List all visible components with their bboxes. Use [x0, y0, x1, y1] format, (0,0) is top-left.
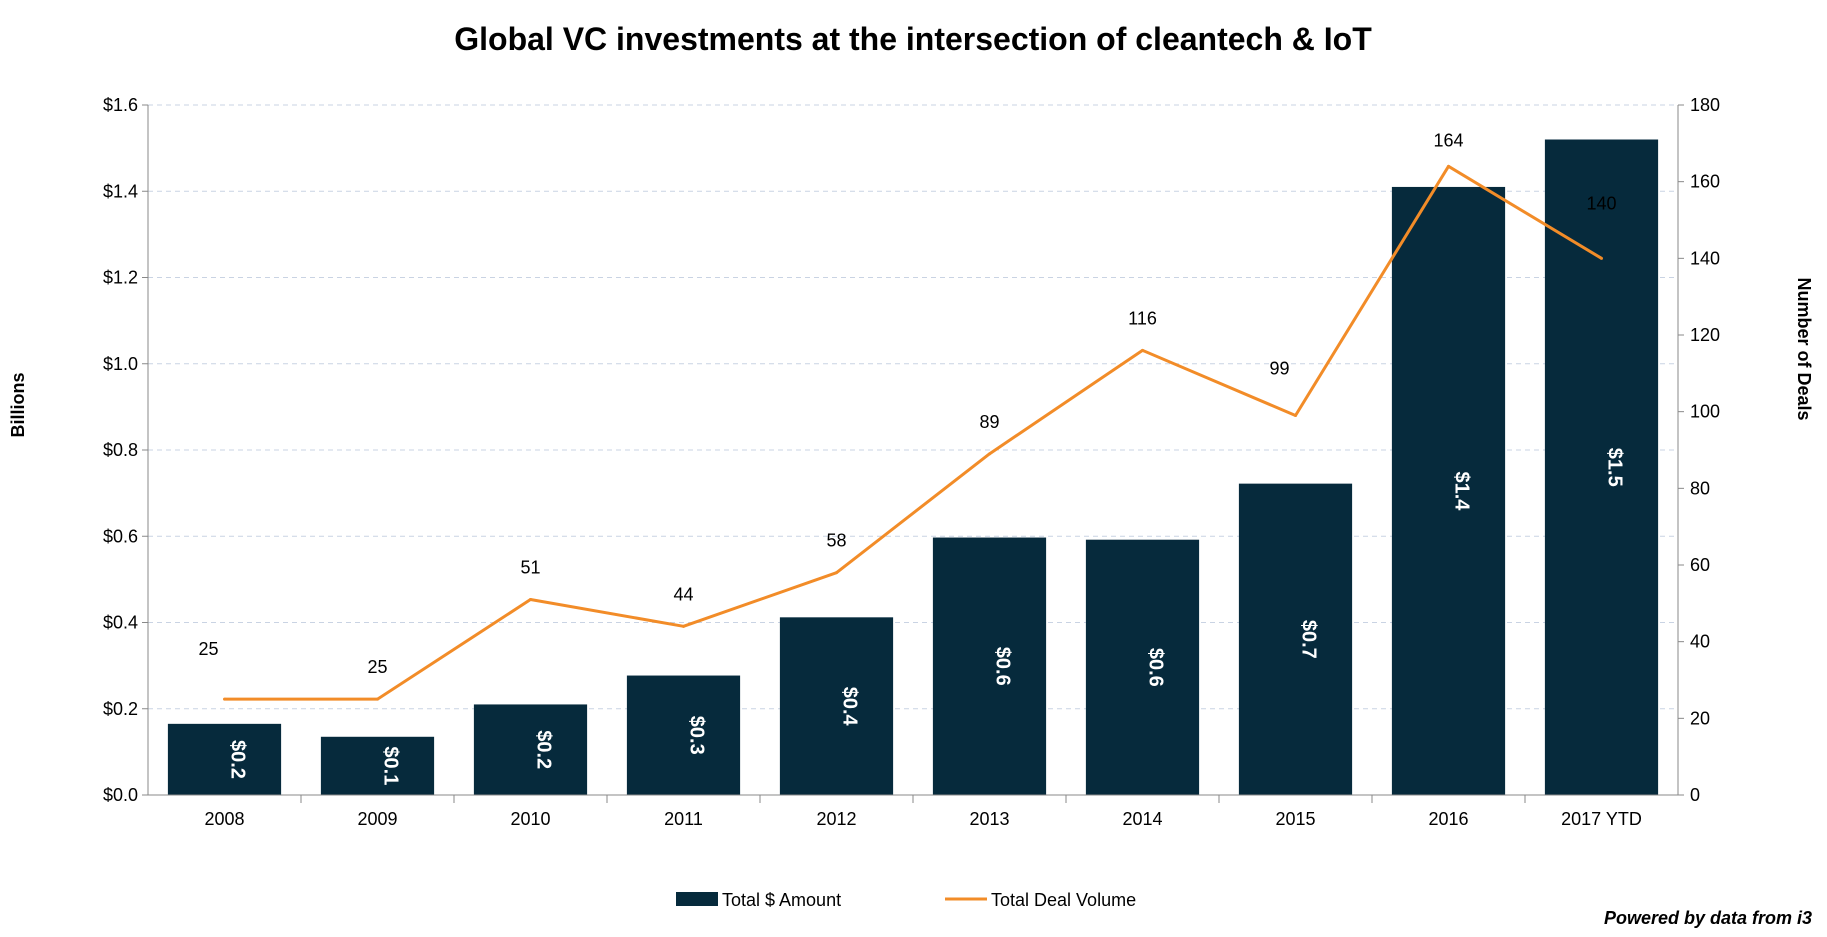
bar-data-label: $1.4 [1451, 472, 1473, 512]
y2-axis-title: Number of Deals [1794, 277, 1814, 420]
bar-data-label: $1.5 [1604, 448, 1626, 487]
line-point [376, 697, 379, 701]
line-point [1294, 414, 1297, 417]
chart-title: Global VC investments at the intersectio… [454, 21, 1372, 57]
y2-tick-label: 120 [1690, 325, 1720, 345]
y2-tick-label: 60 [1690, 555, 1710, 575]
line-point [988, 452, 991, 456]
line-point [1600, 256, 1603, 260]
bar [1238, 483, 1353, 795]
deal-volume-polyline [224, 164, 1603, 701]
bar-data-label: $0.3 [686, 716, 708, 755]
y2-tick-label: 140 [1690, 248, 1720, 268]
x-tick-label: 2015 [1275, 809, 1315, 829]
line-point [1141, 348, 1144, 352]
bar [1085, 539, 1200, 795]
y2-tick-label: 100 [1690, 402, 1720, 422]
data-credit: Powered by data from i3 [1604, 908, 1812, 928]
y-tick-label: $0.0 [103, 785, 138, 805]
line-point [1447, 164, 1450, 168]
tick-labels: $0.0 $0.2 $0.4 $0.6 $0.8 $1.0 $1.2 $1.4 $1.6 0 20 4… [103, 95, 1720, 829]
bar [320, 736, 435, 795]
x-tick-label: 2008 [204, 809, 244, 829]
bar-data-labels: $0.2 $0.1 $0.2 $0.3 $0.4 $0.6 $0.6 $0.7 $1.4 $1.5 [227, 448, 1626, 786]
line-data-label: 89 [979, 412, 999, 432]
y2-tick-label: 160 [1690, 172, 1720, 192]
bar [932, 537, 1047, 795]
axes [142, 104, 1684, 803]
y-axis-title: Billions [8, 372, 28, 437]
legend-bar-label: Total $ Amount [722, 890, 841, 910]
x-tick-label: 2016 [1428, 809, 1468, 829]
x-tick-label: 2012 [816, 809, 856, 829]
legend-bar-swatch [676, 892, 718, 906]
bar [473, 704, 588, 795]
y-tick-label: $1.2 [103, 268, 138, 288]
x-tick-label: 2009 [357, 809, 397, 829]
line-point [223, 697, 226, 701]
bar-data-label: $0.6 [992, 647, 1014, 686]
y2-tick-label: 0 [1690, 785, 1700, 805]
gridlines [148, 104, 1678, 710]
x-tick-label: 2010 [510, 809, 550, 829]
line-data-label: 44 [673, 584, 693, 604]
line-data-label: 164 [1433, 130, 1463, 150]
bar-data-label: $0.6 [1145, 648, 1167, 687]
y-tick-label: $1.0 [103, 354, 138, 374]
line-data-label: 140 [1586, 193, 1616, 213]
bar [779, 617, 894, 795]
bar [1544, 139, 1659, 795]
line-point [529, 598, 532, 601]
x-tick-label: 2011 [664, 809, 703, 829]
bar [167, 723, 282, 795]
line-data-label: 51 [520, 558, 540, 578]
y-tick-label: $0.4 [103, 613, 138, 633]
line-data-label: 99 [1269, 359, 1289, 379]
x-tick-label: 2014 [1122, 809, 1162, 829]
bar-data-label: $0.1 [380, 746, 402, 785]
bar-data-label: $0.7 [1298, 620, 1320, 659]
y2-tick-label: 180 [1690, 95, 1720, 115]
y-tick-label: $0.6 [103, 526, 138, 546]
bar [1391, 186, 1506, 795]
y-tick-label: $1.6 [103, 95, 138, 115]
line-data-label: 58 [826, 531, 846, 551]
bar-data-label: $0.4 [839, 687, 861, 727]
y-tick-label: $0.8 [103, 440, 138, 460]
x-tick-label: 2013 [969, 809, 1009, 829]
bar [626, 675, 741, 795]
y2-tick-label: 80 [1690, 478, 1710, 498]
line-point [835, 571, 838, 575]
y-tick-label: $0.2 [103, 699, 138, 719]
x-tick-label: 2017 YTD [1561, 809, 1642, 829]
bar-data-label: $0.2 [227, 740, 249, 779]
legend: Total $ Amount Total Deal Volume [676, 890, 1136, 910]
line-data-labels: 25 25 51 44 58 89 116 99 164 140 [198, 130, 1616, 677]
bar-data-label: $0.2 [533, 730, 555, 769]
deal-volume-line [223, 164, 1603, 701]
line-data-label: 25 [198, 639, 218, 659]
y-tick-label: $1.4 [103, 181, 138, 201]
line-data-label: 116 [1128, 308, 1157, 328]
line-data-label: 25 [367, 657, 387, 677]
y2-tick-label: 40 [1690, 632, 1710, 652]
bars [167, 139, 1659, 795]
y2-tick-label: 20 [1690, 708, 1710, 728]
line-point [682, 624, 685, 628]
legend-line-label: Total Deal Volume [991, 890, 1136, 910]
